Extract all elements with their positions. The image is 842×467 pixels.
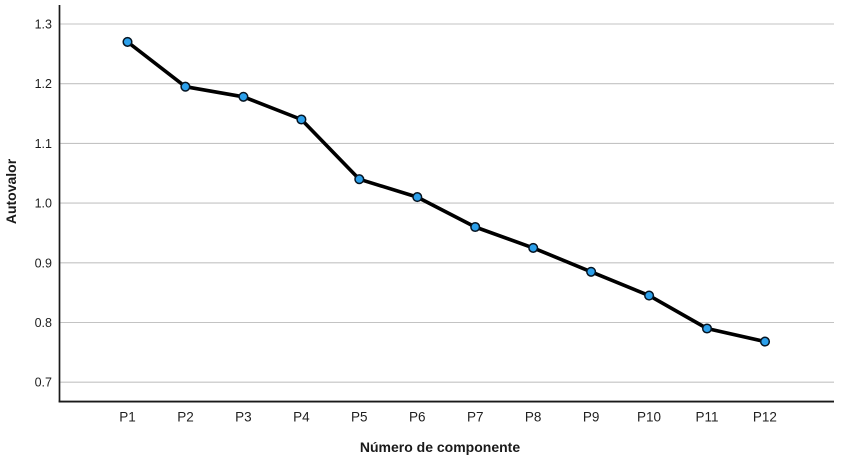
- axes: [58, 5, 834, 403]
- data-point-marker: [412, 192, 423, 203]
- x-tick-label: P1: [119, 410, 136, 425]
- y-tick-label: 0.7: [35, 376, 52, 390]
- x-tick-label: P4: [293, 410, 310, 425]
- x-tick-label: P12: [753, 410, 777, 425]
- x-tick-label: P5: [351, 410, 368, 425]
- y-tick-label: 1.3: [35, 18, 52, 32]
- x-tick-label: P9: [583, 410, 600, 425]
- x-tick-label: P2: [177, 410, 194, 425]
- x-tick-label: P7: [467, 410, 484, 425]
- data-point-marker: [528, 242, 539, 253]
- data-point-marker: [644, 290, 655, 301]
- y-axis-title: Autovalor: [3, 158, 19, 224]
- x-tick-label: P11: [695, 410, 718, 425]
- x-axis-tick-labels: P1 P2 P3 P4 P5 P6 P7 P8 P9 P10 P11 P12: [119, 410, 777, 425]
- x-tick-label: P8: [525, 410, 542, 425]
- data-point-marker: [238, 91, 249, 102]
- x-tick-label: P6: [409, 410, 426, 425]
- data-point-marker: [759, 336, 771, 347]
- y-tick-label: 1.2: [35, 77, 52, 91]
- y-tick-label: 1.1: [35, 137, 52, 151]
- eigenvalue-series: [122, 36, 771, 347]
- y-tick-label: 0.8: [35, 316, 52, 330]
- data-point-marker: [586, 266, 597, 277]
- y-tick-label: 1.0: [35, 197, 52, 211]
- x-tick-label: P10: [637, 410, 661, 425]
- data-point-marker: [296, 114, 307, 125]
- data-point-marker: [180, 81, 191, 92]
- x-tick-label: P3: [235, 410, 252, 425]
- data-point-marker: [701, 323, 713, 334]
- y-tick-label: 0.9: [35, 256, 52, 270]
- data-point-marker: [470, 221, 481, 233]
- series-line: [125, 40, 767, 344]
- data-point-marker: [354, 174, 365, 185]
- data-point-marker: [122, 36, 133, 47]
- y-axis-tick-labels: 0.7 0.8 0.9 1.0 1.1 1.2 1.3: [35, 18, 52, 390]
- x-axis-title: Número de componente: [360, 439, 520, 455]
